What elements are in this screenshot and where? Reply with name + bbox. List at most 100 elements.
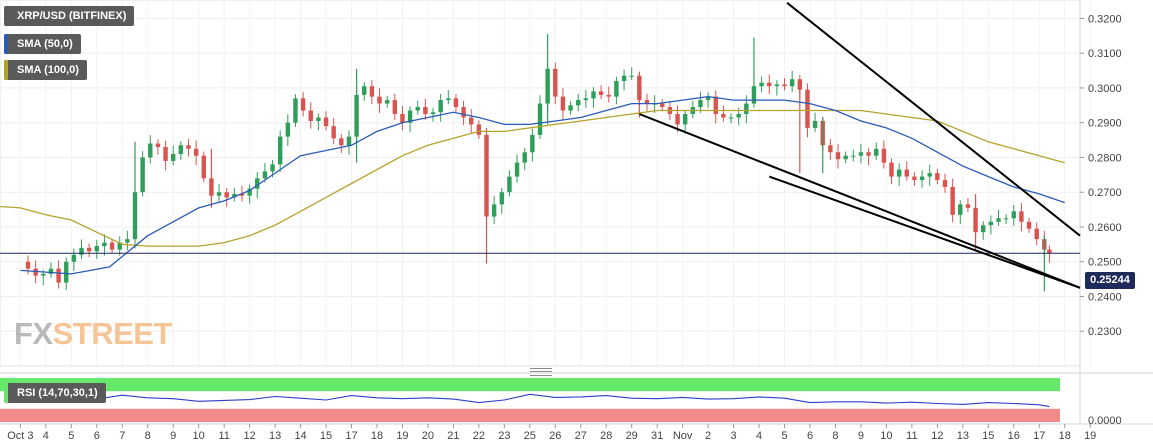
x-tick-label-12: 15 bbox=[320, 430, 332, 442]
candle-body-29 bbox=[239, 193, 245, 196]
candle-body-92 bbox=[721, 114, 726, 118]
x-tick-label-39: 16 bbox=[1008, 430, 1020, 442]
x-tick-label-16: 20 bbox=[422, 430, 434, 442]
x-tick-label-21: 26 bbox=[549, 430, 561, 442]
panel-separators bbox=[0, 0, 1153, 425]
candle-body-2 bbox=[33, 268, 38, 276]
pair-swatch bbox=[4, 6, 8, 26]
candle-body-58 bbox=[461, 107, 466, 118]
x-tick-label-20: 25 bbox=[524, 430, 536, 442]
candle-body-78 bbox=[614, 80, 619, 97]
candle-body-5 bbox=[56, 268, 61, 283]
candles bbox=[25, 34, 1052, 292]
legend-rsi-label: RSI (14,70,30,1) bbox=[17, 387, 98, 399]
rsi-oversold-band bbox=[0, 408, 1060, 422]
y-tick-label-3: 0.2600 bbox=[1088, 222, 1122, 234]
candle-body-100 bbox=[782, 84, 787, 87]
trendlines bbox=[0, 1, 1081, 289]
candle-body-76 bbox=[598, 91, 604, 95]
candle-body-95 bbox=[744, 103, 749, 115]
x-tick-label-9: 12 bbox=[243, 430, 255, 442]
candle-body-120 bbox=[935, 173, 940, 181]
candle-body-50 bbox=[400, 114, 405, 123]
x-tick-label-23: 28 bbox=[600, 430, 612, 442]
candle-body-19 bbox=[163, 147, 168, 161]
x-tick-label-17: 21 bbox=[447, 430, 459, 442]
legend-rsi[interactable]: RSI (14,70,30,1) bbox=[4, 383, 106, 403]
x-tick-label-19: 23 bbox=[498, 430, 510, 442]
last-price-tag: 0.25244 bbox=[1085, 272, 1135, 289]
trendline-lower-1 bbox=[638, 113, 1081, 289]
candle-body-4 bbox=[48, 268, 54, 274]
candle-body-93 bbox=[728, 117, 734, 119]
x-tick-label-28: 3 bbox=[731, 430, 737, 442]
candle-body-38 bbox=[308, 110, 313, 121]
x-tick-label-15: 19 bbox=[396, 430, 408, 442]
x-tick-label-32: 8 bbox=[832, 430, 838, 442]
y-tick-label-9: 0.3200 bbox=[1088, 13, 1122, 25]
x-tick-label-0: Oct 3 bbox=[7, 430, 33, 442]
legend-sma100-label: SMA (100,0) bbox=[17, 64, 79, 76]
candle-body-51 bbox=[407, 110, 413, 123]
x-tick-label-8: 11 bbox=[218, 430, 229, 442]
candle-body-28 bbox=[232, 193, 237, 198]
candle-body-75 bbox=[591, 91, 596, 99]
x-tick-label-33: 9 bbox=[858, 430, 864, 442]
candle-body-7 bbox=[71, 254, 77, 262]
candle-body-115 bbox=[896, 169, 902, 177]
candle-body-54 bbox=[430, 112, 436, 115]
x-tick-label-4: 7 bbox=[119, 430, 125, 442]
panel-resize-handle[interactable] bbox=[530, 368, 552, 376]
candle-body-40 bbox=[323, 117, 329, 127]
candle-body-17 bbox=[148, 143, 153, 158]
legend-sma50[interactable]: SMA (50,0) bbox=[4, 34, 81, 54]
candle-body-111 bbox=[866, 152, 871, 156]
candle-body-47 bbox=[377, 96, 382, 104]
candle-body-16 bbox=[140, 157, 145, 193]
candle-body-107 bbox=[835, 152, 841, 160]
candle-body-27 bbox=[224, 192, 229, 198]
x-tick-label-41: 18 bbox=[1059, 430, 1071, 442]
candle-body-32 bbox=[262, 171, 268, 179]
candle-body-124 bbox=[965, 204, 971, 208]
candle-body-39 bbox=[316, 117, 321, 121]
y-tick-label-7: 0.3000 bbox=[1088, 83, 1122, 95]
candle-body-114 bbox=[889, 162, 894, 177]
candle-body-103 bbox=[805, 89, 810, 128]
x-tick-label-34: 10 bbox=[880, 430, 892, 442]
candle-body-101 bbox=[789, 79, 795, 87]
candle-body-112 bbox=[874, 148, 879, 156]
candle-body-56 bbox=[446, 98, 451, 101]
candle-body-106 bbox=[828, 145, 833, 153]
legend-sma100[interactable]: SMA (100,0) bbox=[4, 60, 87, 80]
x-tick-label-11: 14 bbox=[294, 430, 306, 442]
candle-body-49 bbox=[392, 100, 398, 115]
candle-body-110 bbox=[858, 152, 864, 156]
fxstreet-logo: FXSTREET bbox=[14, 316, 172, 352]
candle-body-48 bbox=[384, 100, 390, 104]
candle-body-119 bbox=[927, 173, 932, 177]
candle-body-62 bbox=[491, 204, 497, 217]
candle-body-98 bbox=[767, 82, 772, 87]
x-tick-label-14: 18 bbox=[371, 430, 383, 442]
candle-body-89 bbox=[698, 100, 703, 108]
sma100-line bbox=[0, 109, 1065, 247]
candle-body-72 bbox=[568, 105, 573, 111]
candle-body-86 bbox=[675, 114, 680, 125]
candle-body-87 bbox=[682, 114, 688, 125]
candle-body-121 bbox=[942, 180, 948, 187]
candle-body-94 bbox=[736, 114, 741, 118]
candle-body-35 bbox=[285, 122, 291, 137]
x-tick-label-27: 2 bbox=[705, 430, 711, 442]
logo-fx: FX bbox=[14, 316, 53, 351]
candle-body-116 bbox=[904, 169, 909, 177]
candle-body-57 bbox=[453, 98, 459, 108]
candle-body-108 bbox=[843, 155, 848, 160]
legend-pair[interactable]: XRP/USD (BITFINEX) bbox=[4, 6, 135, 26]
candle-body-20 bbox=[171, 153, 176, 161]
y-tick-label-2: 0.2500 bbox=[1088, 257, 1122, 269]
candle-body-126 bbox=[981, 225, 986, 233]
candle-body-59 bbox=[469, 117, 474, 125]
price-panel-frame bbox=[0, 0, 1081, 367]
candle-body-99 bbox=[774, 84, 780, 87]
